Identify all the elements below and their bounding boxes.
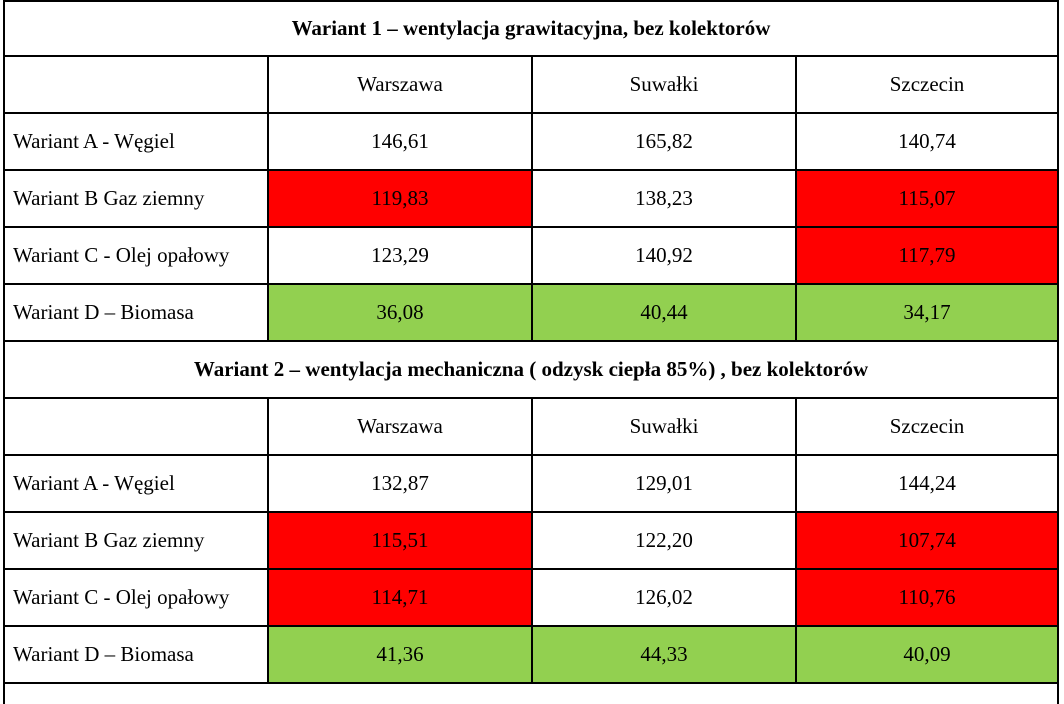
- value-cell: 129,01: [533, 456, 797, 511]
- row-label: Wariant A - Węgiel: [5, 114, 269, 169]
- comparison-table: Wariant 1 – wentylacja grawitacyjna, bez…: [3, 0, 1059, 704]
- table-row: Wariant B Gaz ziemny 119,83 138,23 115,0…: [3, 171, 1059, 228]
- header-city: Warszawa: [269, 57, 533, 112]
- value-cell: 41,36: [269, 627, 533, 682]
- value-cell: 115,51: [269, 513, 533, 568]
- value-cell: 140,92: [533, 228, 797, 283]
- table-row: Wariant A - Węgiel 146,61 165,82 140,74: [3, 114, 1059, 171]
- value-cell: 165,82: [533, 114, 797, 169]
- header-empty-cell: [5, 399, 269, 454]
- header-row: Warszawa Suwałki Szczecin: [3, 399, 1059, 456]
- table-row: Wariant D – Biomasa 41,36 44,33 40,09: [3, 627, 1059, 684]
- header-city: Szczecin: [889, 72, 965, 96]
- header-city: Warszawa: [269, 399, 533, 454]
- section-2-title: Wariant 2 – wentylacja mechaniczna ( odz…: [3, 342, 1059, 399]
- value-cell: 40,44: [533, 285, 797, 340]
- value-cell: 140,74: [797, 114, 1057, 169]
- row-label: Wariant B Gaz ziemny: [5, 171, 269, 226]
- row-label: Wariant B Gaz ziemny: [5, 513, 269, 568]
- value-cell: 146,61: [269, 114, 533, 169]
- value-cell: 119,83: [269, 171, 533, 226]
- header-empty-cell: [5, 57, 269, 112]
- row-label: Wariant A - Węgiel: [5, 456, 269, 511]
- value-cell: 132,87: [269, 456, 533, 511]
- value-cell: 110,76: [797, 570, 1057, 625]
- value-cell: 123,29: [269, 228, 533, 283]
- table-row: Wariant D – Biomasa 36,08 40,44 34,17: [3, 285, 1059, 342]
- value-cell: 34,17: [797, 285, 1057, 340]
- header-city: Szczecin: [889, 414, 965, 438]
- value-cell: 144,24: [797, 456, 1057, 511]
- value-cell: 122,20: [533, 513, 797, 568]
- value-cell: 117,79: [797, 228, 1057, 283]
- section-1-title: Wariant 1 – wentylacja grawitacyjna, bez…: [3, 0, 1059, 57]
- value-cell: 44,33: [533, 627, 797, 682]
- row-label: Wariant D – Biomasa: [5, 627, 269, 682]
- table-row: Wariant C - Olej opałowy 123,29 140,92 1…: [3, 228, 1059, 285]
- header-row: Warszawa Suwałki Szczecin: [3, 57, 1059, 114]
- value-cell: 138,23: [533, 171, 797, 226]
- header-city: Suwałki: [533, 57, 797, 112]
- header-city: Suwałki: [533, 399, 797, 454]
- value-cell: 114,71: [269, 570, 533, 625]
- row-label: Wariant C - Olej opałowy: [5, 228, 269, 283]
- table-row: Wariant B Gaz ziemny 115,51 122,20 107,7…: [3, 513, 1059, 570]
- table-continuation: [3, 684, 1059, 704]
- value-cell: 126,02: [533, 570, 797, 625]
- row-label: Wariant D – Biomasa: [5, 285, 269, 340]
- value-cell: 36,08: [269, 285, 533, 340]
- row-label: Wariant C - Olej opałowy: [5, 570, 269, 625]
- value-cell: 40,09: [797, 627, 1057, 682]
- table-row: Wariant A - Węgiel 132,87 129,01 144,24: [3, 456, 1059, 513]
- value-cell: 107,74: [797, 513, 1057, 568]
- table-row: Wariant C - Olej opałowy 114,71 126,02 1…: [3, 570, 1059, 627]
- value-cell: 115,07: [797, 171, 1057, 226]
